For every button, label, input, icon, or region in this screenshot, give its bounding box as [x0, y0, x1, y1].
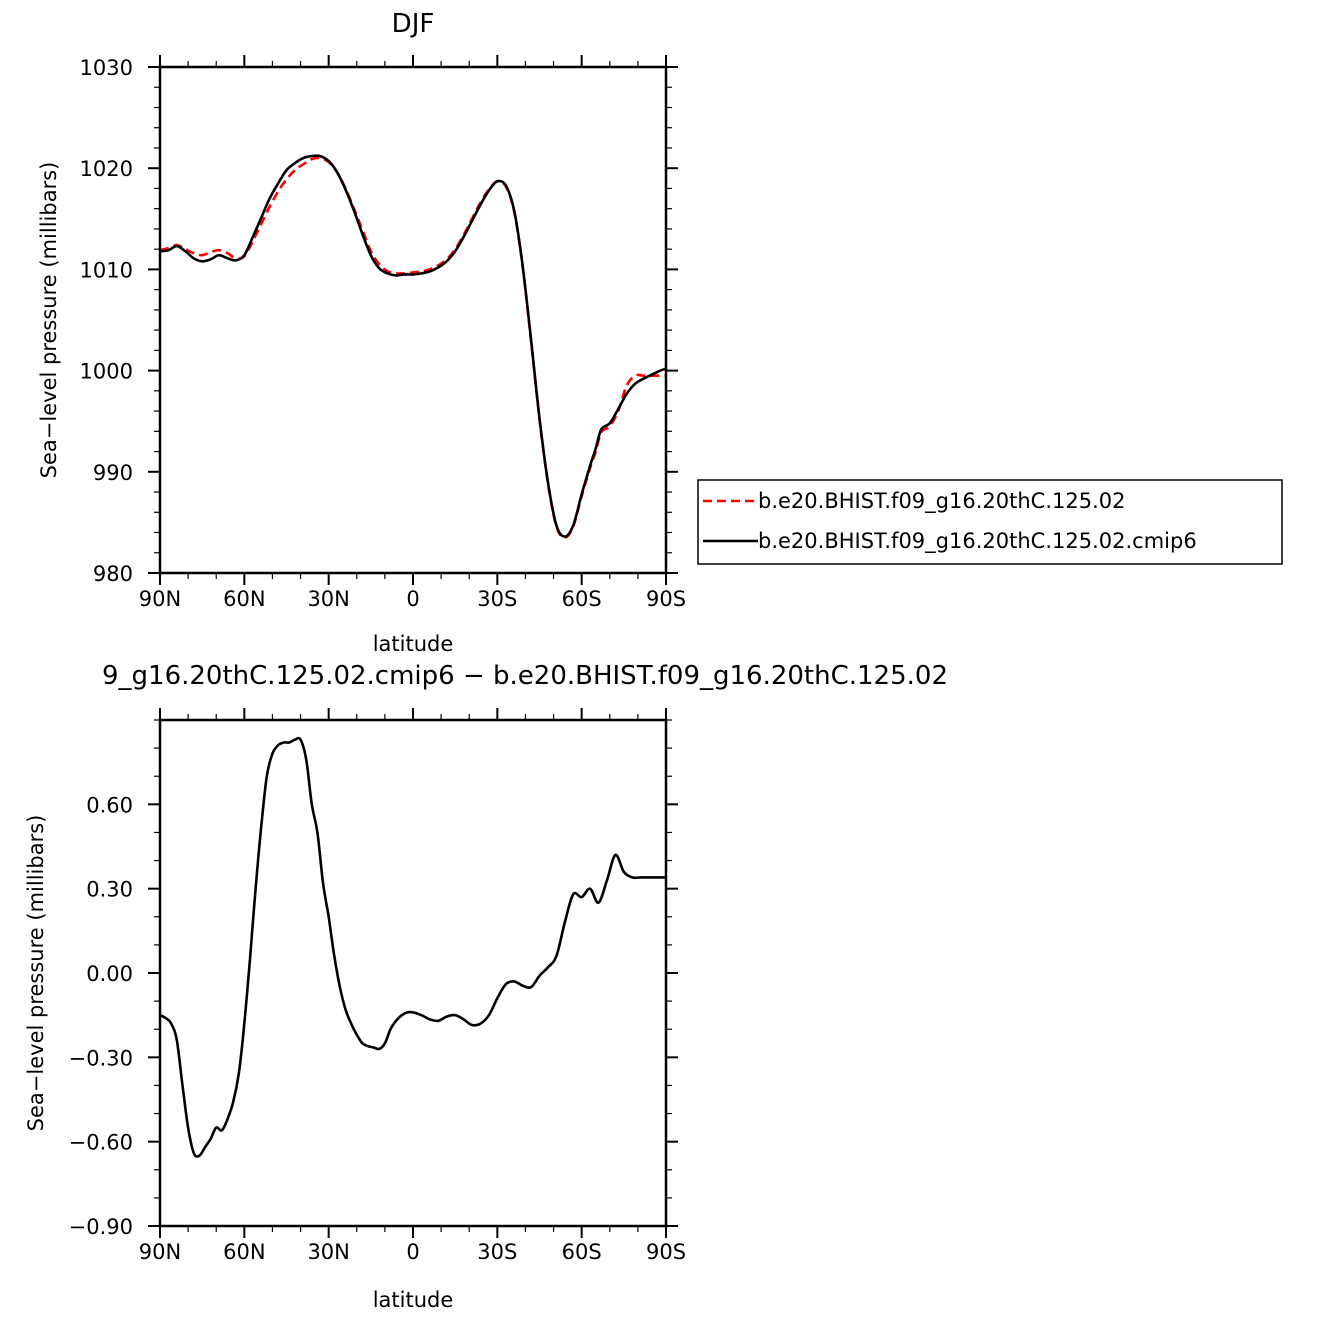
x-tick-label: 60S [562, 1240, 602, 1264]
y-tick-label: 0.60 [86, 793, 133, 817]
x-tick-label: 60N [223, 587, 265, 611]
y-axis-label: Sea−level pressure (millibars) [37, 162, 61, 479]
y-tick-label: 0.30 [86, 878, 133, 902]
legend-label-series-1: b.e20.BHIST.f09_g16.20thC.125.02.cmip6 [758, 529, 1197, 554]
y-axis-label: Sea−level pressure (millibars) [24, 815, 48, 1132]
legend: b.e20.BHIST.f09_g16.20thC.125.02 b.e20.B… [697, 479, 1283, 565]
y-tick-label: 1000 [80, 360, 133, 384]
bottom-tick-labels: 90N 60N 30N 0 30S 60S 90S −0.90 −0.60 −0.30 0.00 0.… [69, 793, 686, 1264]
x-tick-label: 90S [646, 1240, 686, 1264]
top-series [159, 154, 667, 539]
panel-bottom: 9_g16.20thC.125.02.cmip6 − b.e20.BHIST.f… [24, 661, 948, 1312]
x-tick-label: 60N [223, 1240, 265, 1264]
x-axis-label: latitude [373, 1288, 454, 1312]
y-tick-label: −0.30 [69, 1046, 133, 1070]
series-line-0 [159, 736, 666, 1158]
x-tick-label: 90N [139, 1240, 181, 1264]
top-tick-labels: 90N 60N 30N 0 30S 60S 90S 980 990 1000 1010 1020 103… [80, 56, 686, 611]
panel-top: DJF 90N 60N 30N 0 30S 60S 90S 980 990 1000 1010 102… [37, 9, 686, 656]
bottom-series [159, 736, 666, 1158]
x-tick-label: 90S [646, 587, 686, 611]
y-tick-label: 0.00 [86, 962, 133, 986]
x-tick-label: 60S [562, 587, 602, 611]
x-tick-label: 30S [477, 1240, 517, 1264]
y-tick-label: 990 [93, 461, 133, 485]
x-tick-label: 30N [307, 1240, 349, 1264]
x-tick-label: 90N [139, 587, 181, 611]
y-tick-label: −0.60 [69, 1131, 133, 1155]
x-axis-label: latitude [373, 632, 454, 656]
x-tick-label: 30N [307, 587, 349, 611]
y-tick-label: 980 [93, 562, 133, 586]
y-tick-label: 1010 [80, 258, 133, 282]
difference-chart-title: 9_g16.20thC.125.02.cmip6 − b.e20.BHIST.f… [102, 661, 948, 691]
bottom-plot-frame [158, 718, 668, 1228]
legend-label-series-0: b.e20.BHIST.f09_g16.20thC.125.02 [758, 489, 1125, 514]
x-tick-label: 0 [406, 587, 419, 611]
top-plot-frame [158, 65, 668, 575]
chart-title: DJF [392, 9, 435, 39]
x-tick-label: 30S [477, 587, 517, 611]
y-tick-label: 1020 [80, 157, 133, 181]
series-line-1 [159, 154, 667, 538]
y-tick-label: −0.90 [69, 1215, 133, 1239]
y-tick-label: 1030 [80, 56, 133, 80]
legend-box [697, 479, 1283, 565]
x-tick-label: 0 [406, 1240, 419, 1264]
